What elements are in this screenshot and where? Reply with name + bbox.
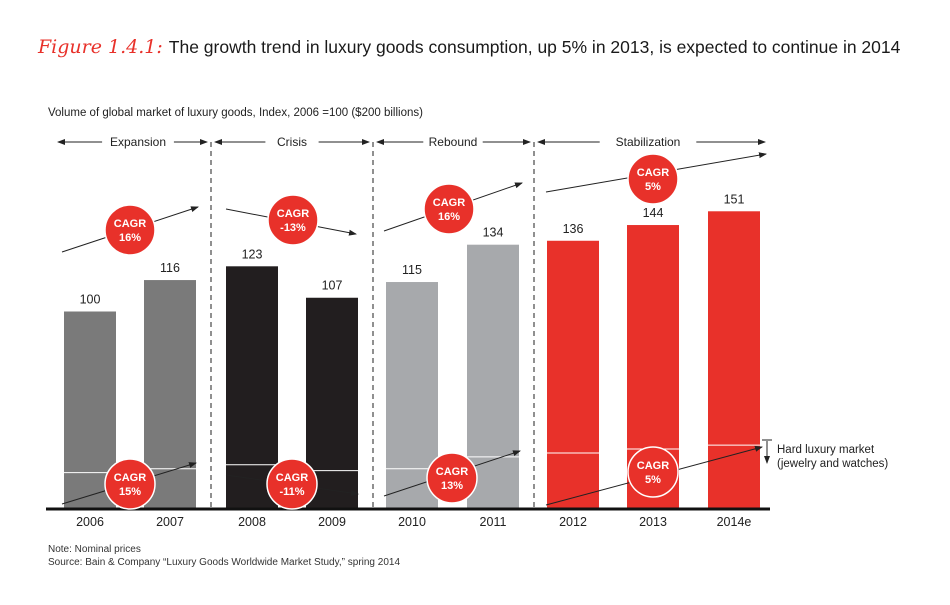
figure-label: Figure 1.4.1: bbox=[38, 36, 163, 58]
bar-value-label: 123 bbox=[242, 247, 263, 261]
cagr-circle-stabilization bbox=[627, 153, 679, 205]
bar-2014e bbox=[708, 211, 760, 508]
hard-cagr-circle-stabilization-value: 5% bbox=[645, 474, 661, 486]
hard-cagr-circle-stabilization-label: CAGR bbox=[637, 460, 669, 472]
hard-cagr-circle-expansion bbox=[104, 458, 156, 510]
bar-value-label: 100 bbox=[80, 293, 101, 307]
figure-title-text: The growth trend in luxury goods consump… bbox=[168, 37, 901, 57]
x-tick-label: 2014e bbox=[717, 515, 752, 529]
bar-2011 bbox=[467, 244, 519, 508]
x-tick-label: 2012 bbox=[559, 515, 587, 529]
bar-value-label: 144 bbox=[643, 206, 664, 220]
hard-cagr-circle-crisis-value: -11% bbox=[279, 486, 304, 498]
bar-value-label: 134 bbox=[483, 226, 504, 240]
hard-cagr-circle-rebound-value: 13% bbox=[441, 480, 463, 492]
x-tick-label: 2013 bbox=[639, 515, 667, 529]
x-tick-label: 2009 bbox=[318, 515, 346, 529]
x-tick-label: 2006 bbox=[76, 515, 104, 529]
cagr-circle-expansion-label: CAGR bbox=[114, 218, 146, 230]
x-tick-label: 2010 bbox=[398, 515, 426, 529]
phase-label-crisis: Crisis bbox=[277, 135, 307, 149]
bar-2008 bbox=[226, 266, 278, 508]
cagr-circle-rebound-value: 16% bbox=[438, 211, 460, 223]
phase-label-stabilization: Stabilization bbox=[616, 135, 681, 149]
hard-cagr-circle-rebound bbox=[426, 452, 478, 504]
bar-value-label: 115 bbox=[402, 263, 422, 277]
hard-cagr-circle-stabilization bbox=[627, 446, 679, 498]
hard-cagr-circle-crisis bbox=[266, 458, 318, 510]
hard-cagr-circle-expansion-label: CAGR bbox=[114, 472, 146, 484]
cagr-circle-crisis-value: -13% bbox=[280, 222, 306, 234]
cagr-circle-crisis bbox=[267, 194, 319, 246]
cagr-circle-stabilization-value: 5% bbox=[645, 181, 661, 193]
x-tick-label: 2011 bbox=[480, 515, 507, 529]
chart-note: Note: Nominal prices Source: Bain & Comp… bbox=[48, 544, 400, 569]
bar-value-label: 136 bbox=[563, 222, 584, 236]
source-line: Source: Bain & Company “Luxury Goods Wor… bbox=[48, 556, 401, 568]
bar-2007 bbox=[144, 280, 196, 508]
cagr-circle-expansion-value: 16% bbox=[119, 232, 141, 244]
cagr-circle-rebound bbox=[423, 183, 475, 235]
phase-label-expansion: Expansion bbox=[110, 135, 166, 149]
x-tick-label: 2007 bbox=[156, 515, 184, 529]
cagr-circle-crisis-label: CAGR bbox=[277, 208, 309, 220]
hard-cagr-circle-rebound-label: CAGR bbox=[436, 466, 468, 478]
cagr-circle-rebound-label: CAGR bbox=[433, 197, 465, 209]
bar-value-label: 107 bbox=[322, 279, 343, 293]
hard-cagr-circle-expansion-value: 15% bbox=[119, 486, 141, 498]
bar-value-label: 116 bbox=[160, 261, 180, 275]
hard-luxury-annotation-sub: (jewelry and watches) bbox=[777, 458, 888, 470]
cagr-circle-stabilization-label: CAGR bbox=[637, 167, 669, 179]
cagr-circle-expansion bbox=[104, 204, 156, 256]
phase-label-rebound: Rebound bbox=[429, 135, 478, 149]
chart-subtitle: Volume of global market of luxury goods,… bbox=[48, 107, 423, 119]
note-line: Note: Nominal prices bbox=[48, 544, 141, 555]
bar-2012 bbox=[547, 240, 599, 508]
x-tick-label: 2008 bbox=[238, 515, 266, 529]
bar-value-label: 151 bbox=[724, 192, 745, 206]
figure-title: Figure 1.4.1: The growth trend in luxury … bbox=[38, 36, 900, 58]
hard-cagr-circle-crisis-label: CAGR bbox=[276, 472, 308, 484]
hard-luxury-annotation: Hard luxury market bbox=[777, 444, 875, 456]
